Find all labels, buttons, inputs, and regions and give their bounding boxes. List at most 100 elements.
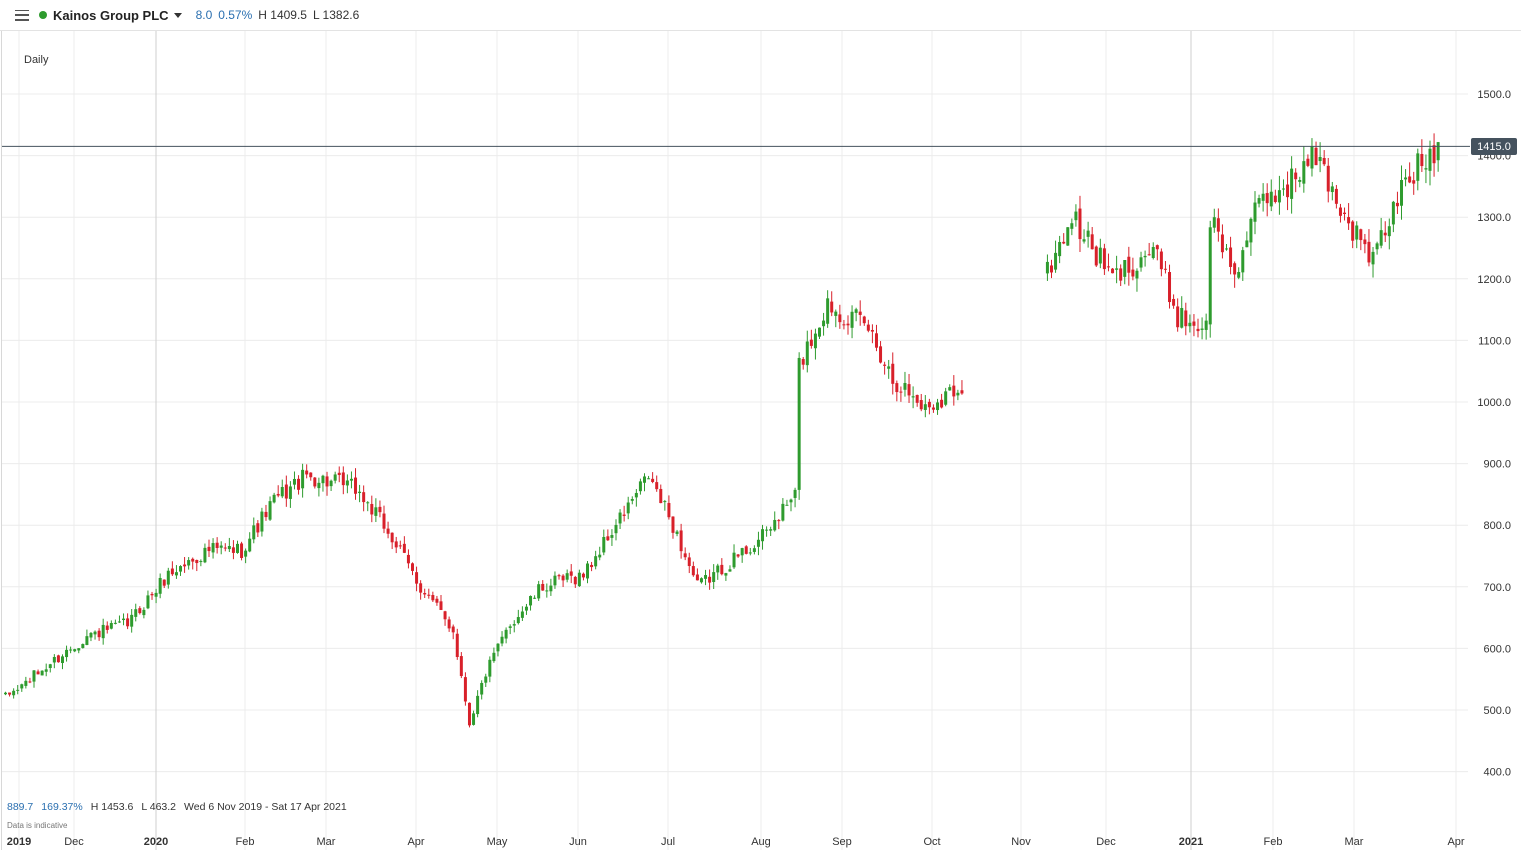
candle-down — [126, 618, 130, 627]
candle-down — [1420, 153, 1424, 167]
candle-up — [923, 404, 927, 410]
candle-up — [1424, 168, 1428, 170]
candle-up — [854, 309, 858, 313]
candle-up — [1245, 240, 1249, 248]
candle-down — [1094, 246, 1098, 266]
candle-up — [219, 545, 223, 548]
candle-up — [1135, 270, 1139, 279]
candle-up — [480, 682, 484, 695]
candle-up — [614, 524, 618, 534]
candle-up — [48, 664, 52, 669]
candle-up — [500, 636, 504, 644]
candle-up — [793, 489, 797, 498]
candle-down — [36, 671, 40, 675]
x-tick-label: 2021 — [1179, 836, 1203, 848]
candle-up — [89, 632, 93, 638]
summary-change: 889.7 — [7, 801, 34, 813]
candle-up — [85, 636, 89, 645]
candle-up — [1261, 193, 1265, 201]
candle-up — [1281, 188, 1285, 190]
candle-up — [272, 494, 276, 503]
candle-up — [292, 478, 296, 485]
candle-down — [940, 399, 944, 408]
candle-up — [16, 689, 20, 691]
candle-up — [948, 387, 952, 391]
candle-up — [504, 629, 508, 639]
summary-change-percent: 169.37% — [41, 801, 83, 813]
candle-down — [874, 333, 878, 348]
candle-up — [130, 614, 134, 627]
candle-up — [756, 539, 760, 547]
candle-down — [1078, 208, 1082, 240]
candle-down — [1265, 193, 1269, 204]
candle-up — [1302, 161, 1306, 184]
candle-down — [862, 316, 866, 324]
candle-down — [309, 472, 313, 478]
candle-down — [386, 528, 390, 534]
candle-down — [97, 630, 101, 638]
candle-down — [256, 523, 260, 533]
candle-down — [899, 391, 903, 393]
x-tick-label: Feb — [236, 836, 255, 848]
candle-up — [630, 499, 634, 501]
candle-up — [1330, 186, 1334, 193]
candle-up — [822, 320, 826, 327]
candle-down — [207, 546, 211, 552]
timeframe-label[interactable]: Daily — [24, 54, 49, 66]
candle-up — [1404, 177, 1408, 180]
candle-up — [781, 503, 785, 521]
candle-up — [134, 609, 138, 617]
candle-down — [919, 400, 923, 410]
candle-up — [329, 480, 333, 487]
hamburger-menu-icon[interactable] — [15, 9, 29, 21]
candle-down — [1273, 195, 1277, 202]
candle-up — [1045, 261, 1049, 274]
instrument-selector[interactable]: Kainos Group PLC — [53, 8, 196, 23]
y-tick-label: 500.0 — [1483, 705, 1511, 717]
candle-down — [907, 384, 911, 396]
summary-high: H 1453.6 — [90, 801, 134, 813]
candle-down — [325, 476, 329, 487]
price-chart[interactable]: 1500.01400.01300.01200.01100.01000.0900.… — [0, 30, 1521, 850]
candle-down — [276, 493, 280, 496]
candle-down — [622, 514, 626, 516]
candle-down — [264, 511, 268, 518]
candle-up — [1054, 252, 1058, 270]
candle-down — [28, 681, 32, 683]
candle-down — [1119, 268, 1123, 281]
candle-up — [1416, 153, 1420, 181]
y-tick-label: 900.0 — [1483, 459, 1511, 471]
candle-down — [679, 530, 683, 552]
candle-up — [1400, 180, 1404, 206]
price-change-percent: 0.57% — [218, 8, 253, 22]
y-tick-label: 700.0 — [1483, 582, 1511, 594]
candle-up — [1212, 217, 1216, 228]
candle-down — [443, 611, 447, 620]
candle-down — [1314, 147, 1318, 166]
candle-up — [1253, 202, 1257, 222]
candle-up — [492, 652, 496, 662]
candle-up — [113, 622, 117, 624]
x-tick-label: Oct — [923, 836, 940, 848]
candle-up — [179, 566, 183, 572]
candle-up — [537, 584, 541, 599]
candle-down — [1334, 188, 1338, 204]
candle-down — [1347, 217, 1351, 224]
candle-up — [1375, 243, 1379, 250]
candle-down — [1233, 263, 1237, 275]
candle-down — [1343, 212, 1347, 214]
candle-down — [341, 472, 345, 486]
candle-up — [73, 649, 77, 652]
candle-up — [956, 392, 960, 396]
candle-down — [1363, 239, 1367, 245]
candle-up — [1277, 190, 1281, 203]
candle-down — [1062, 241, 1066, 244]
candle-up — [93, 631, 97, 635]
candle-down — [1359, 229, 1363, 241]
candle-down — [398, 545, 402, 547]
candle-down — [1395, 202, 1399, 207]
candle-up — [724, 573, 728, 576]
x-tick-label: Nov — [1011, 836, 1031, 848]
candle-down — [215, 542, 219, 549]
candle-up — [203, 547, 207, 563]
